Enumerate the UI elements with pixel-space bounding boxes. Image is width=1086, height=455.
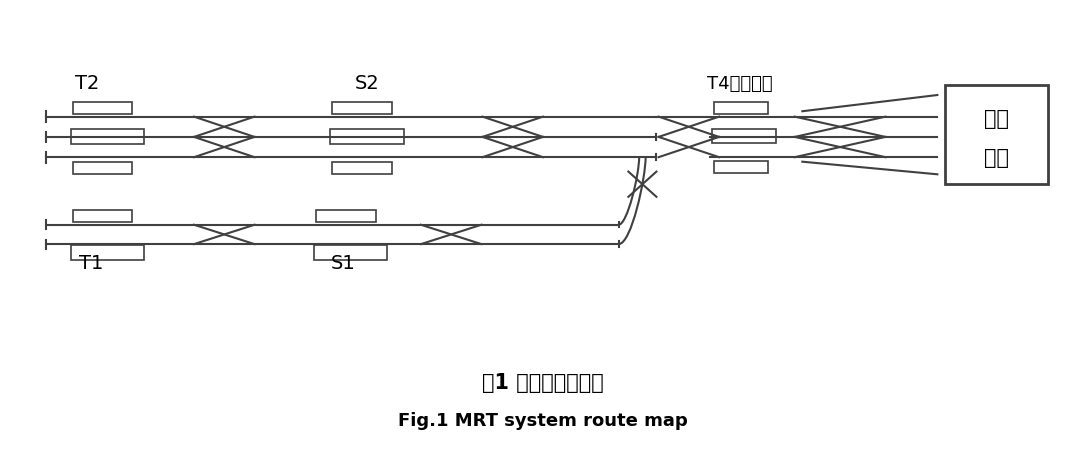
Text: Fig.1 MRT system route map: Fig.1 MRT system route map [399,411,687,429]
Text: T4（预留）: T4（预留） [707,75,773,93]
Bar [714,162,768,174]
Bar [71,246,144,261]
Bar [71,130,144,145]
Text: 基地: 基地 [984,148,1009,168]
Bar [316,210,376,222]
Text: T2: T2 [75,74,99,93]
Bar [73,102,132,115]
Bar [332,163,392,175]
Text: 图1 捷运系统线路图: 图1 捷运系统线路图 [482,373,604,393]
Bar [330,130,404,145]
Bar [73,210,132,222]
Text: S1: S1 [331,253,355,273]
Text: T1: T1 [79,253,103,273]
Bar [945,86,1048,185]
Bar [332,102,392,115]
Bar [714,102,768,115]
Text: 车辆: 车辆 [984,109,1009,128]
Bar [314,246,388,261]
Text: S2: S2 [354,74,379,93]
Bar [73,163,132,175]
Bar [711,130,776,144]
